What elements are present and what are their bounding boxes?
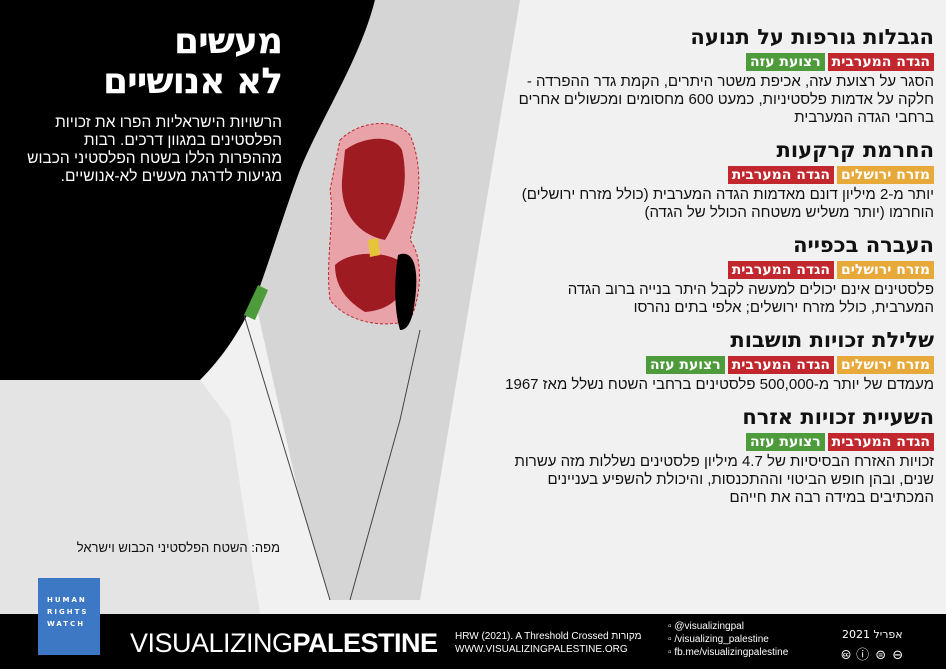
section-text: פלסטינים אינם יכולים למעשה לקבל היתר בני… bbox=[567, 281, 934, 316]
border-line bbox=[243, 314, 421, 601]
website-link[interactable]: WWW.VISUALIZINGPALESTINE.ORG bbox=[455, 644, 628, 655]
map bbox=[0, 0, 520, 614]
creative-commons-icon: 🅭 ⓘ ⊜ ⊖ bbox=[842, 648, 905, 663]
section-heading: השעיית זכויות אזרח bbox=[742, 405, 934, 429]
footer: VISUALIZINGPALESTINE HRW (2021). A Thres… bbox=[0, 614, 946, 669]
tag-east-jerusalem: מזרח ירושלים bbox=[837, 166, 934, 184]
section-text: יותר מ-2 מיליון דונם מאדמות הגדה המערבית… bbox=[521, 186, 934, 221]
sections-list: הגבלות גורפות על תנועה הגדה המערבית רצועת … bbox=[504, 24, 934, 517]
section-heading: שלילת זכויות תושבות bbox=[730, 328, 934, 352]
region-tags: מזרח ירושלים הגדה המערבית רצועת עזה bbox=[504, 356, 934, 374]
section: שלילת זכויות תושבות מזרח ירושלים הגדה המער… bbox=[504, 327, 934, 394]
page-title: מעשים לא אנושיים bbox=[103, 21, 283, 102]
social-links: ▫ @visualizingpal ▫ /visualizing_palesti… bbox=[668, 620, 788, 659]
section: העברה בכפייה מזרח ירושלים הגדה המערבית פלסט… bbox=[504, 232, 934, 317]
gaza-strip bbox=[244, 285, 268, 320]
tag-west-bank: הגדה המערבית bbox=[727, 261, 835, 279]
tag-west-bank: הגדה המערבית bbox=[727, 166, 835, 184]
east-jerusalem bbox=[368, 238, 380, 257]
date: אפריל 2021 bbox=[842, 628, 903, 641]
region-tags: מזרח ירושלים הגדה המערבית bbox=[504, 261, 934, 279]
tag-gaza: רצועת עזה bbox=[745, 433, 825, 451]
region-tags: מזרח ירושלים הגדה המערבית bbox=[504, 166, 934, 184]
section-heading: הגבלות גורפות על תנועה bbox=[690, 25, 934, 49]
section: השעיית זכויות אזרח הגדה המערבית רצועת עזה ז… bbox=[504, 404, 934, 507]
instagram-link[interactable]: ▫ /visualizing_palestine bbox=[668, 634, 769, 645]
west-bank-areas bbox=[335, 138, 406, 312]
tag-west-bank: הגדה המערבית bbox=[727, 356, 835, 374]
region-tags: הגדה המערבית רצועת עזה bbox=[504, 53, 934, 71]
tag-gaza: רצועת עזה bbox=[745, 53, 825, 71]
section: החרמת קרקעות מזרח ירושלים הגדה המערבית יותר… bbox=[504, 137, 934, 222]
section: הגבלות גורפות על תנועה הגדה המערבית רצועת … bbox=[504, 24, 934, 127]
sea bbox=[0, 0, 375, 380]
section-heading: העברה בכפייה bbox=[793, 233, 934, 257]
section-text: הסגר על רצועת עזה, אכיפת משטר היתרים, הק… bbox=[518, 73, 934, 126]
twitter-link[interactable]: ▫ @visualizingpal bbox=[668, 621, 744, 632]
land-texture-left bbox=[0, 380, 260, 614]
tag-west-bank: הגדה המערבית bbox=[827, 433, 934, 451]
hrw-logo: HUMAN RIGHTS WATCH bbox=[38, 578, 100, 655]
tag-gaza: רצועת עזה bbox=[646, 356, 725, 374]
intro-block: מעשים לא אנושיים הרשויות הישראליות הפרו א… bbox=[20, 21, 283, 186]
source: HRW (2021). A Threshold Crossed מקורות WW… bbox=[455, 631, 642, 655]
map-caption: מפה: השטח הפלסטיני הכבוש וישראל bbox=[76, 540, 280, 555]
dead-sea bbox=[395, 253, 417, 330]
region-tags: הגדה המערבית רצועת עזה bbox=[504, 433, 934, 451]
tag-west-bank: הגדה המערבית bbox=[827, 53, 934, 71]
facebook-link[interactable]: ▫ fb.me/visualizingpalestine bbox=[668, 647, 789, 658]
section-text: זכויות האזרח הבסיסיות של 4.7 מיליון פלסט… bbox=[514, 453, 934, 506]
tag-east-jerusalem: מזרח ירושלים bbox=[837, 356, 934, 374]
intro-text: הרשויות הישראליות הפרו את זכויות הפלסטינ… bbox=[27, 114, 282, 185]
tag-east-jerusalem: מזרח ירושלים bbox=[837, 261, 934, 279]
brand-logo: VISUALIZINGPALESTINE bbox=[130, 628, 438, 658]
section-text: מעמדם של יותר מ-500,000 פלסטינים ברחבי ה… bbox=[505, 376, 934, 393]
section-heading: החרמת קרקעות bbox=[776, 138, 934, 162]
